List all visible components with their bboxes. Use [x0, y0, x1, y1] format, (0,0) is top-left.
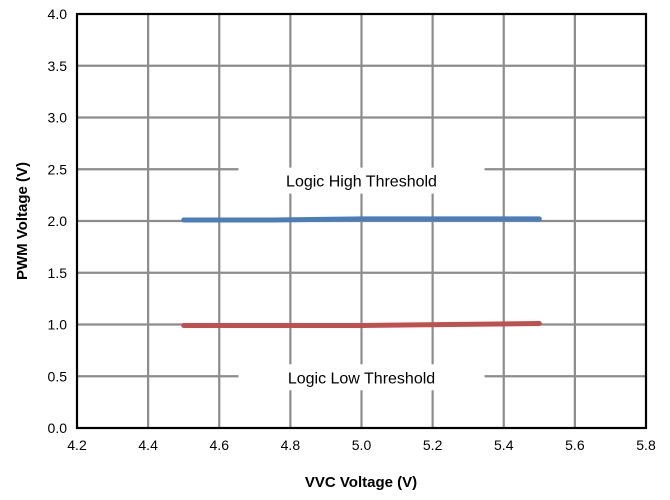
- series: [181, 216, 542, 328]
- annotation-background: [238, 167, 485, 194]
- series-line: [181, 216, 542, 223]
- x-tick-label: 5.8: [636, 437, 656, 453]
- y-tick-label: 1.5: [48, 265, 68, 281]
- y-tick-label: 1.0: [48, 317, 68, 333]
- annotation-backgrounds: [238, 167, 485, 391]
- y-tick-label: 2.0: [48, 213, 68, 229]
- plot-frame: [75, 12, 648, 430]
- x-tick-label: 5.4: [494, 437, 514, 453]
- x-tick-label: 5.6: [565, 437, 585, 453]
- x-tick-label: 5.2: [423, 437, 443, 453]
- x-tick-label: 5.0: [352, 437, 372, 453]
- y-tick-label: 3.5: [48, 58, 68, 74]
- x-tick-label: 4.6: [210, 437, 230, 453]
- plot-area-border: [75, 12, 648, 430]
- y-tick-label: 4.0: [48, 6, 68, 22]
- annotations: Logic High Threshold Logic Low Threshold: [286, 174, 437, 388]
- tick-labels: 4.2 4.4 4.6 4.8 5.0 5.2 5.4 5.6 5.8 0.0 0.5 1.0 1.5 2…: [48, 6, 656, 453]
- y-tick-label: 0.0: [48, 420, 68, 436]
- x-tick-label: 4.8: [281, 437, 301, 453]
- x-axis-title: VVC Voltage (V): [305, 474, 417, 491]
- annotation-background: [238, 364, 485, 391]
- x-tick-label: 4.4: [138, 437, 158, 453]
- y-axis-title: PWM Voltage (V): [14, 162, 31, 280]
- y-tick-label: 0.5: [48, 368, 68, 384]
- y-tick-label: 3.0: [48, 110, 68, 126]
- series-line: [181, 321, 542, 328]
- x-tick-label: 4.2: [67, 437, 87, 453]
- y-tick-label: 2.5: [48, 161, 68, 177]
- annotation-label: Logic Low Threshold: [288, 370, 435, 387]
- annotation-label: Logic High Threshold: [286, 174, 437, 191]
